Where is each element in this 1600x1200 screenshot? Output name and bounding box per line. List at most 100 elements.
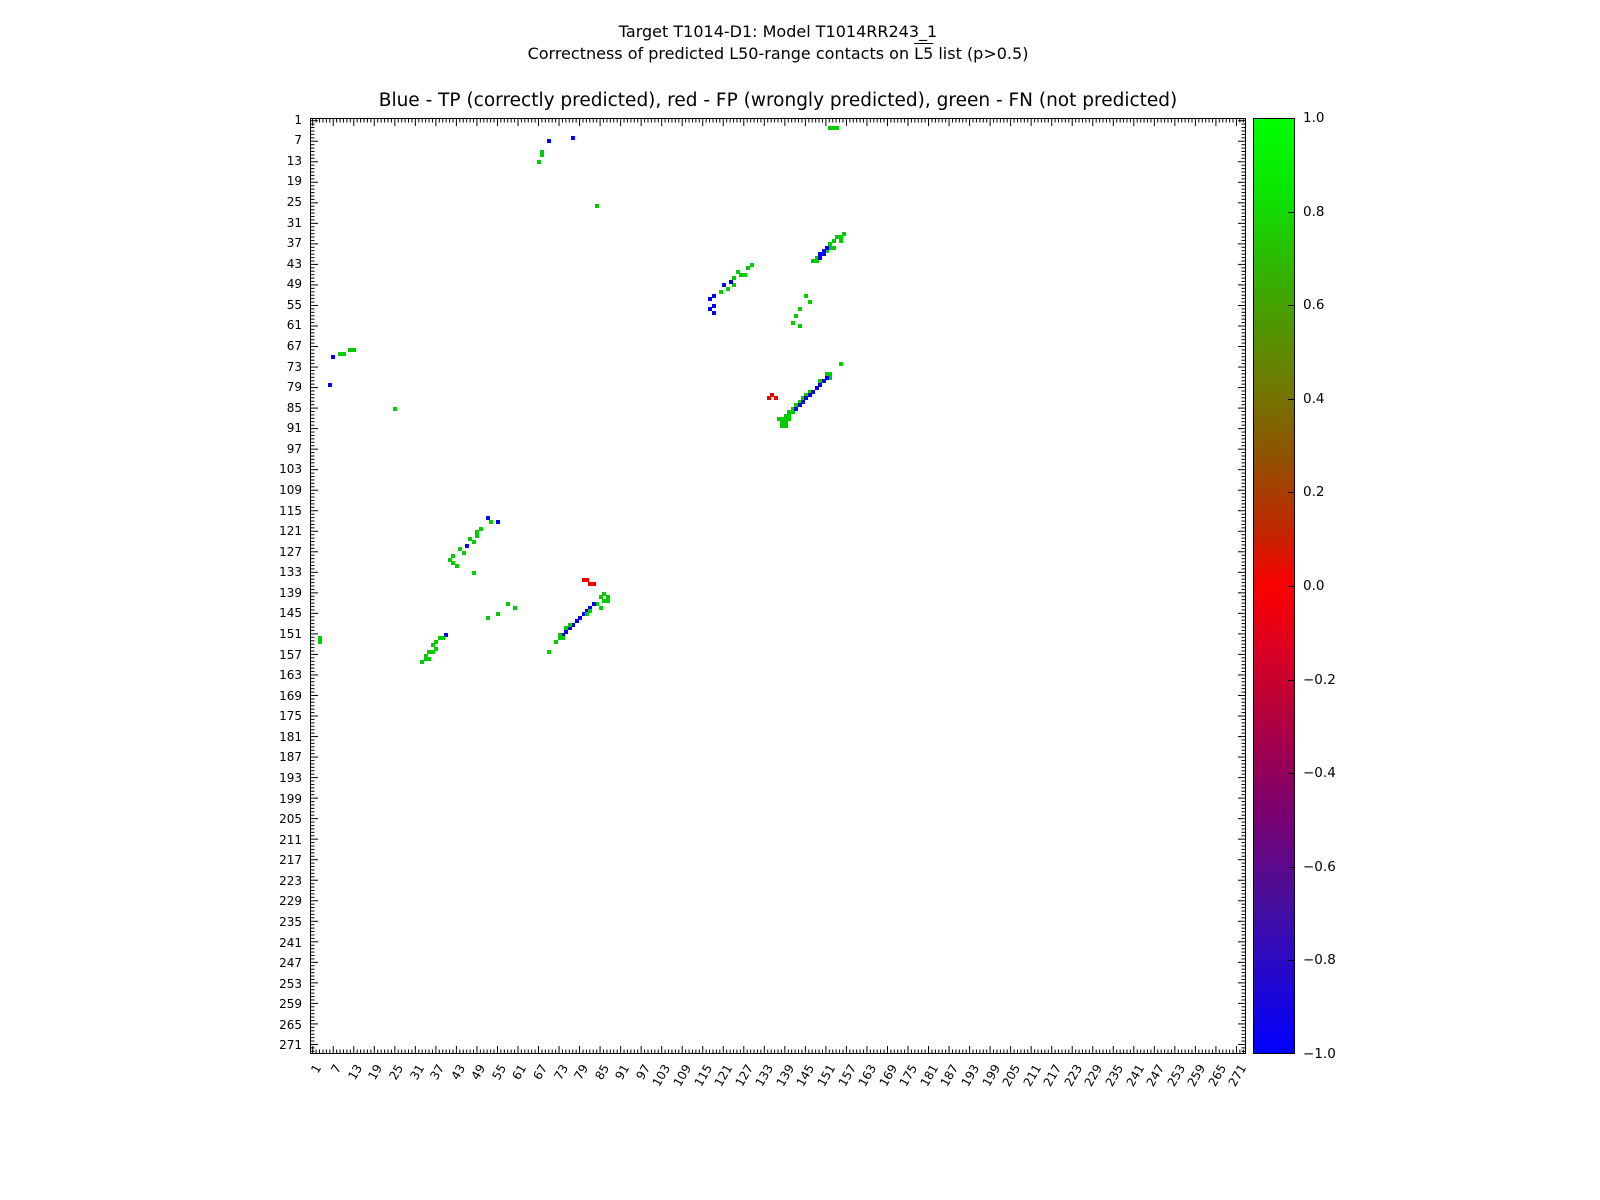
contact-point-tp [794,406,799,411]
x-tick-label: 133 [752,1062,777,1089]
y-tick-label: 7 [294,133,302,148]
contact-point-tp [327,382,332,387]
contact-point-fn [554,639,559,644]
y-tick-label: 223 [279,873,302,888]
contact-point-fn [732,283,737,288]
colorbar-tick-label: 0.0 [1303,578,1325,594]
contact-point-fn [461,550,466,555]
colorbar-tick-label: 0.4 [1303,390,1325,407]
y-tick-label: 103 [279,462,302,477]
x-tick-label: 91 [612,1062,633,1083]
contact-point-fn [797,307,802,312]
contact-point-fn [783,413,788,418]
contact-point-fn [338,351,343,356]
contact-point-fn [557,636,562,641]
contact-point-fn [595,602,600,607]
contact-point-fp [585,578,589,583]
contact-point-fn [423,657,428,661]
contact-point-fn [828,245,833,250]
contact-point-fp [588,581,593,586]
colorbar-tick [1288,586,1294,587]
contact-point-tp [591,602,596,607]
contact-point-tp [711,293,716,298]
contact-point-fn [471,571,476,576]
contact-point-fn [602,591,607,596]
contact-point-fn [797,399,802,404]
contact-point-tp [711,303,716,308]
contact-point-tp [807,393,812,397]
colorbar-tick [1288,398,1294,400]
contact-point-tp [495,519,500,524]
x-tick-label: 235 [1102,1062,1127,1089]
contact-point-fn [513,605,517,610]
contact-point-fn [447,557,452,562]
contact-point-tp [444,633,449,637]
contact-point-fn [732,276,737,281]
contact-point-fn [393,406,397,411]
contact-point-fn [725,286,730,291]
y-tick-label: 91 [286,421,302,436]
contact-point-fn [825,249,829,253]
contact-point-tp [825,375,829,380]
contact-point-fn [489,519,493,524]
x-tick-label: 7 [328,1062,345,1076]
x-tick-label: 79 [571,1062,592,1083]
x-tick-label: 139 [773,1062,798,1089]
figure-title-line2-overlined: L5 [914,44,934,63]
contact-point-fn [588,609,593,613]
contact-point-fn [564,626,569,631]
contact-point-fn [807,300,812,305]
contact-point-tp [571,622,576,627]
y-tick-label: 25 [286,195,302,209]
y-tick-label: 217 [279,853,302,868]
y-tick-label: 133 [279,565,302,580]
contact-point-fn [605,595,610,600]
x-tick-label: 37 [427,1062,448,1083]
contact-point-fn [540,153,545,157]
contact-point-fn [842,231,847,236]
contact-point-fn [787,410,792,415]
y-tick-label: 43 [286,256,302,271]
x-tick-label: 13 [345,1062,366,1083]
y-tick-label: 139 [279,585,302,600]
colorbar-tick-label: −0.4 [1303,765,1336,782]
y-tick-label: 73 [286,359,302,374]
contact-point-tp [564,629,569,634]
colorbar-tick-label: 0.6 [1303,297,1325,314]
colorbar-tick [1288,679,1294,681]
contact-point-tp [571,135,576,140]
y-tick-label: 97 [286,441,302,456]
colorbar-tick-label: −0.6 [1303,858,1336,875]
y-tick-label: 31 [286,215,302,230]
x-tick-label: 229 [1081,1062,1106,1089]
contact-point-fn [807,389,812,394]
x-tick-label: 271 [1225,1062,1250,1089]
contact-point-fn [420,660,425,665]
colorbar-tick [1288,492,1294,494]
y-tick-label: 181 [279,729,302,744]
contact-map-plot [310,118,1246,1054]
y-tick-label: 79 [286,380,302,395]
contact-point-fp [591,581,596,586]
contact-point-fn [831,238,836,243]
colorbar-tick-label: 1.0 [1303,110,1325,126]
contact-point-fn [567,622,572,627]
contact-point-tp [804,396,809,401]
contact-point-fp [766,396,771,401]
contact-point-fn [451,561,456,565]
y-tick-label: 13 [286,153,302,168]
axis-ticks [311,119,1245,1053]
contact-point-fn [557,633,562,637]
contact-point-tp [465,543,469,548]
contact-point-fn [495,612,500,617]
contact-point-fn [804,293,809,298]
contact-point-tp [561,633,565,637]
y-tick-label: 235 [279,915,302,929]
x-tick-label: 43 [448,1062,468,1083]
contact-point-fn [780,417,785,421]
axes-title-legend: Blue - TP (correctly predicted), red - F… [378,90,1178,111]
contact-point-tp [585,609,589,613]
contact-point-fn [780,423,785,428]
contact-point-fn [828,372,833,377]
x-tick-label: 55 [489,1062,510,1083]
